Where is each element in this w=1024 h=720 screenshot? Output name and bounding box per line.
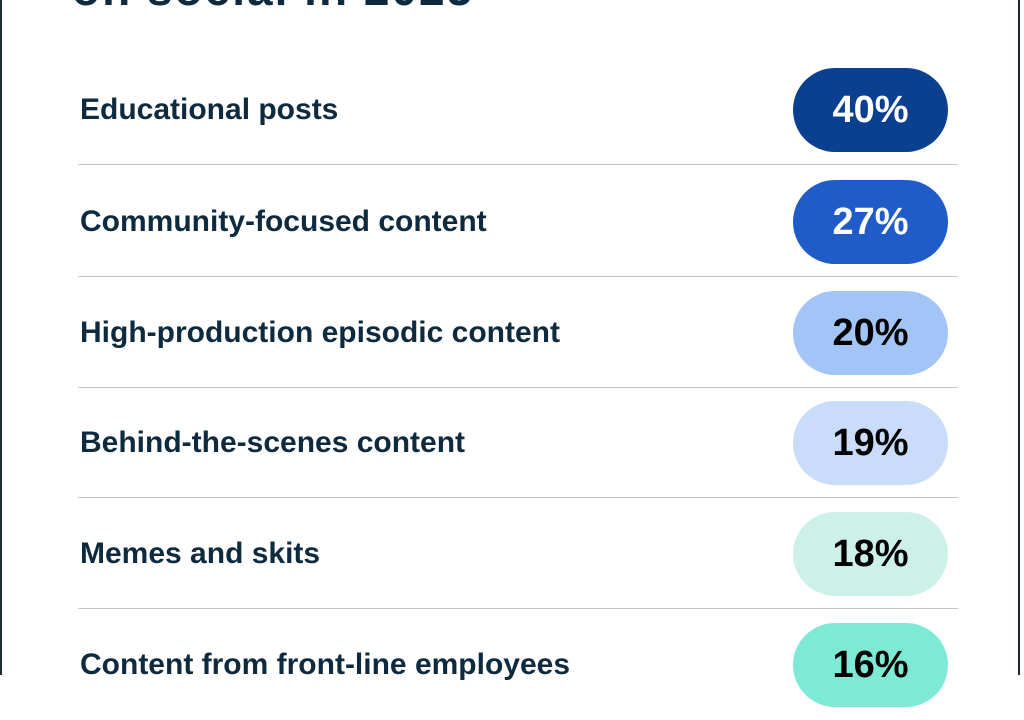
item-label: Behind-the-scenes content <box>80 426 466 459</box>
divider <box>78 164 958 165</box>
divider <box>78 608 958 609</box>
list-item: Memes and skits 18% <box>78 499 958 609</box>
infographic-title: on social in 2025 <box>72 0 474 16</box>
percent-badge: 40% <box>793 68 948 152</box>
list-item: High-production episodic content 20% <box>78 278 958 388</box>
percent-badge: 20% <box>793 291 948 375</box>
list-item: Behind-the-scenes content 19% <box>78 388 958 498</box>
divider <box>78 387 958 388</box>
list-item: Educational posts 40% <box>78 55 958 165</box>
divider <box>78 276 958 277</box>
list-item: Community-focused content 27% <box>78 167 958 277</box>
percent-badge: 27% <box>793 180 948 264</box>
item-label: High-production episodic content <box>80 316 560 349</box>
percent-badge: 18% <box>793 512 948 596</box>
list-item: Content from front-line employees 16% <box>78 610 958 720</box>
card-frame <box>0 0 1020 675</box>
percent-badge: 16% <box>793 623 948 707</box>
item-label: Content from front-line employees <box>80 648 571 681</box>
item-label: Educational posts <box>80 93 339 126</box>
divider <box>78 497 958 498</box>
item-label: Memes and skits <box>80 537 321 570</box>
item-label: Community-focused content <box>80 205 487 238</box>
percent-badge: 19% <box>793 401 948 485</box>
